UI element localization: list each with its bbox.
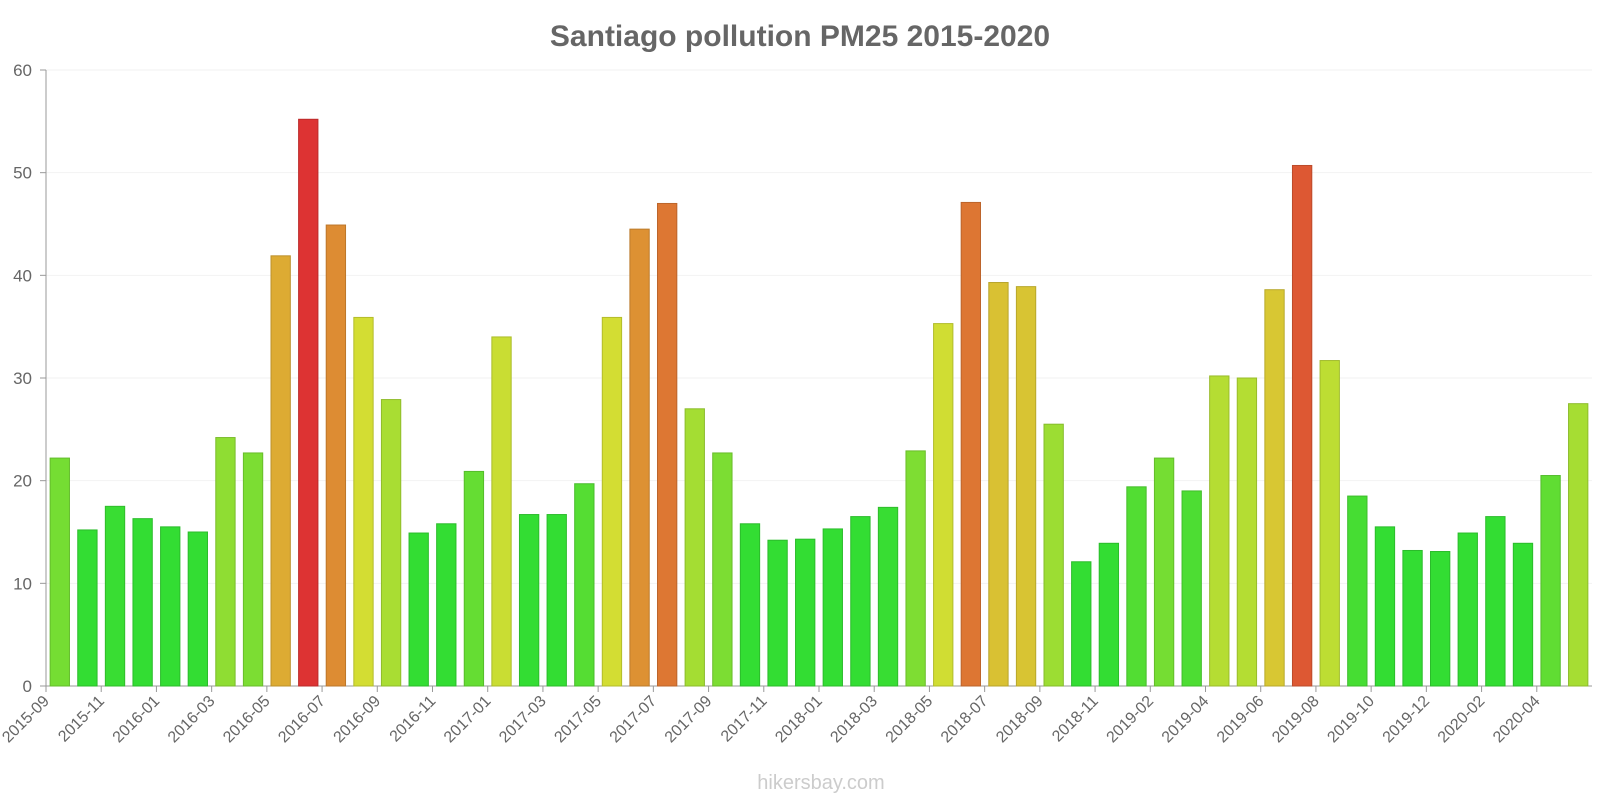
y-axis-ticks: 0 10 20 30 40 50 60 (13, 61, 46, 696)
bar-2019-05[interactable] (1236, 377, 1258, 687)
x-tick-label: 2017-03 (496, 693, 550, 747)
x-tick-label: 2016-01 (110, 693, 164, 747)
bar-2017-12[interactable] (795, 538, 816, 687)
y-tick-label: 30 (13, 369, 32, 388)
bar-2017-11[interactable] (767, 539, 788, 687)
bar-2019-04[interactable] (1209, 375, 1230, 687)
bar-2016-07[interactable] (325, 224, 347, 687)
bar-2016-09[interactable] (380, 399, 402, 687)
x-tick-label: 2019-02 (1104, 693, 1158, 747)
bar-2017-08[interactable] (684, 408, 705, 687)
x-tick-label: 2020-02 (1435, 693, 1489, 747)
x-tick-label: 2018-01 (772, 693, 826, 747)
bar-2016-03[interactable] (215, 437, 236, 687)
bar-2020-01[interactable] (1457, 532, 1478, 687)
y-tick-label: 50 (13, 164, 32, 183)
x-tick-label: 2019-06 (1214, 693, 1268, 747)
chart-title: Santiago pollution PM25 2015-2020 (550, 20, 1050, 53)
bar-2017-05[interactable] (601, 316, 623, 687)
y-tick-label: 60 (13, 61, 32, 80)
bars (49, 118, 1589, 687)
bar-2018-01[interactable] (822, 528, 843, 687)
bar-2017-01[interactable] (491, 336, 512, 687)
x-tick-label: 2016-07 (275, 693, 329, 747)
bar-2020-05[interactable] (1568, 403, 1589, 687)
x-tick-label: 2018-07 (938, 693, 992, 747)
x-tick-label: 2020-04 (1490, 693, 1544, 747)
x-tick-label: 2016-09 (331, 693, 385, 747)
y-tick-label: 10 (13, 574, 32, 593)
bar-2018-09[interactable] (1043, 423, 1064, 687)
bar-2016-06[interactable] (298, 118, 319, 687)
bar-2019-08[interactable] (1319, 360, 1340, 687)
bar-2015-09[interactable] (49, 457, 70, 687)
bar-2017-03[interactable] (546, 514, 567, 687)
bar-2016-04[interactable] (242, 452, 264, 687)
x-tick-label: 2016-05 (220, 693, 274, 747)
x-tick-label: 2017-09 (662, 693, 716, 747)
bar-2018-11[interactable] (1098, 542, 1120, 687)
x-tick-label: 2019-08 (1269, 693, 1323, 747)
x-tick-label: 2017-11 (718, 693, 771, 746)
bar-2017-04[interactable] (574, 483, 595, 687)
x-tick-label: 2015-09 (0, 693, 53, 747)
bar-2017-06[interactable] (629, 228, 650, 687)
bar-2016-10[interactable] (408, 532, 429, 687)
bar-2015-10[interactable] (77, 529, 98, 687)
bar-2015-12[interactable] (132, 518, 153, 687)
bar-2018-10[interactable] (1071, 561, 1092, 687)
x-tick-label: 2019-04 (1159, 693, 1213, 747)
x-tick-label: 2017-05 (551, 693, 605, 747)
x-tick-label: 2016-11 (387, 693, 440, 746)
bar-2020-03[interactable] (1512, 542, 1534, 687)
bar-2019-10[interactable] (1374, 526, 1396, 687)
x-tick-label: 2019-10 (1324, 693, 1378, 747)
bar-2018-02[interactable] (850, 516, 871, 687)
bar-2017-07[interactable] (656, 202, 678, 687)
bar-2017-02[interactable] (518, 514, 540, 687)
bar-2019-06[interactable] (1264, 289, 1285, 687)
bar-2017-10[interactable] (739, 523, 761, 687)
bar-2020-02[interactable] (1485, 516, 1506, 687)
bar-2016-12[interactable] (463, 470, 485, 687)
bar-2018-12[interactable] (1126, 486, 1147, 687)
x-tick-label: 2018-03 (828, 693, 882, 747)
bar-2019-12[interactable] (1429, 551, 1451, 687)
bar-2016-08[interactable] (353, 316, 374, 687)
bar-2016-05[interactable] (270, 255, 291, 687)
y-tick-label: 40 (13, 266, 32, 285)
bar-2016-11[interactable] (436, 523, 457, 687)
bar-2018-08[interactable] (1015, 286, 1037, 687)
bar-2018-03[interactable] (877, 506, 899, 687)
bar-2019-11[interactable] (1402, 549, 1423, 687)
bar-2018-07[interactable] (988, 282, 1009, 687)
bar-2015-11[interactable] (104, 505, 126, 687)
x-tick-label: 2017-07 (607, 693, 661, 747)
bar-2020-04[interactable] (1540, 475, 1561, 687)
x-tick-label: 2017-01 (441, 693, 495, 747)
bar-2016-02[interactable] (187, 531, 209, 687)
watermark-text: hikersbay.com (757, 772, 884, 794)
x-tick-label: 2019-12 (1380, 693, 1434, 747)
bar-2016-01[interactable] (160, 526, 181, 687)
x-tick-label: 2016-03 (165, 693, 219, 747)
bar-2017-09[interactable] (712, 452, 733, 687)
x-tick-label: 2018-05 (883, 693, 937, 747)
bar-2019-02[interactable] (1153, 457, 1175, 687)
x-tick-label: 2018-09 (993, 693, 1047, 747)
y-tick-label: 20 (13, 472, 32, 491)
bar-2019-03[interactable] (1181, 490, 1202, 687)
x-axis-ticks: 2015-09 2015-11 2016-01 2016-03 2016-05 2016-… (0, 686, 1544, 746)
y-tick-label: 0 (23, 677, 32, 696)
bar-2019-09[interactable] (1347, 495, 1368, 687)
x-tick-label: 2015-11 (55, 693, 108, 746)
x-tick-label: 2018-11 (1049, 693, 1102, 746)
bar-2018-05[interactable] (933, 323, 954, 687)
bar-2018-04[interactable] (905, 450, 926, 687)
bar-2019-07[interactable] (1291, 164, 1313, 687)
bar-2018-06[interactable] (960, 201, 982, 687)
